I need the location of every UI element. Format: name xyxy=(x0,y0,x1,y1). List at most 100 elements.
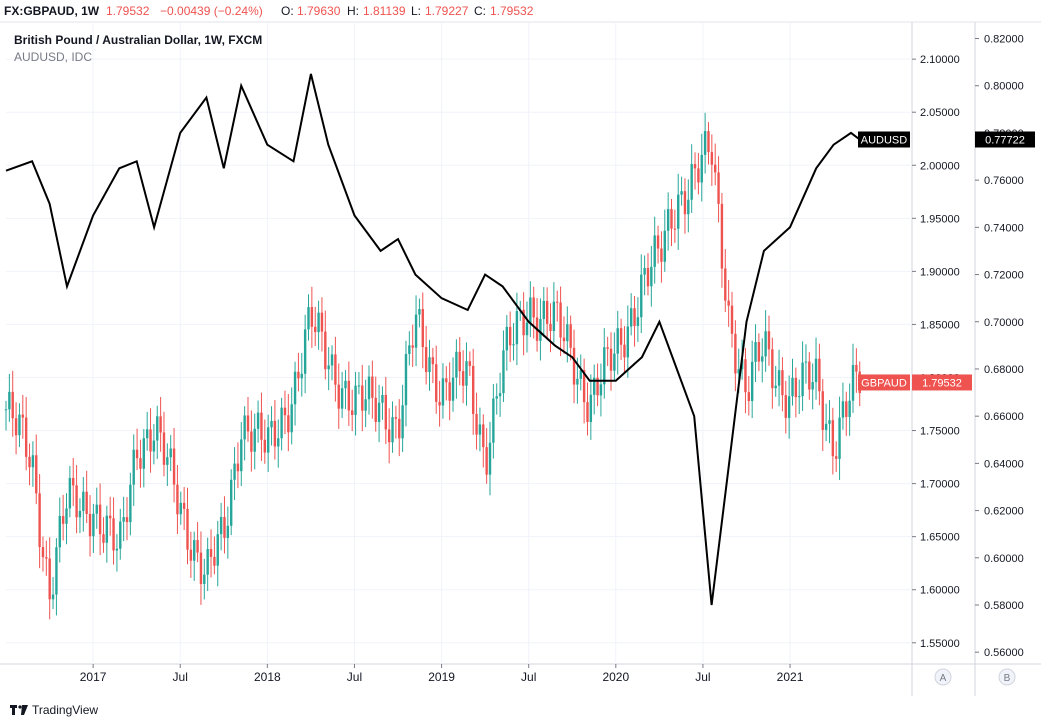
candle-body xyxy=(633,308,636,326)
candle-body xyxy=(387,429,391,443)
candle-body xyxy=(851,364,855,401)
brand-name: TradingView xyxy=(32,703,99,717)
candle-body xyxy=(196,540,199,553)
candle-body xyxy=(683,191,687,215)
candle-body xyxy=(727,300,730,306)
candle-body xyxy=(703,131,707,155)
price-change: −0.00439 (−0.24%) xyxy=(160,4,263,18)
symbol-label[interactable]: FX:GBPAUD, 1W xyxy=(4,4,100,18)
symbol-header: FX:GBPAUD, 1W 1.79532 −0.00439 (−0.24%) … xyxy=(0,0,1041,22)
candle-body xyxy=(156,416,159,441)
candle-body xyxy=(650,266,653,287)
candle-body xyxy=(401,405,404,439)
open-label: O: xyxy=(281,4,294,18)
candle-body xyxy=(804,361,808,363)
candle-body xyxy=(297,371,300,379)
candle-body xyxy=(226,525,230,538)
candle-body xyxy=(848,400,851,417)
candle-body xyxy=(152,440,156,452)
y2-tick-label: 0.60000 xyxy=(984,553,1024,565)
candle-body xyxy=(441,378,445,406)
y-tick-label: 2.10000 xyxy=(920,54,960,66)
candle-body xyxy=(414,314,418,348)
close-label: C: xyxy=(474,4,486,18)
candle-body xyxy=(599,384,603,396)
candle-body xyxy=(361,385,364,411)
candle-body xyxy=(556,301,559,303)
candle-body xyxy=(149,429,152,452)
candle-body xyxy=(798,396,801,398)
candle-body xyxy=(784,395,787,418)
candle-body xyxy=(350,410,354,415)
candle-body xyxy=(495,396,498,399)
candle-body xyxy=(169,448,172,458)
candle-body xyxy=(233,463,236,480)
candle-body xyxy=(596,377,599,396)
candle-body xyxy=(28,456,31,468)
candle-body xyxy=(334,354,337,385)
close-value: 1.79532 xyxy=(490,4,534,18)
candle-body xyxy=(438,401,441,406)
candle-body xyxy=(660,248,663,262)
y2-tick-label: 0.66000 xyxy=(984,411,1024,423)
candle-body xyxy=(461,371,465,386)
candle-body xyxy=(724,268,727,301)
candle-body xyxy=(576,378,579,385)
candle-body xyxy=(324,331,327,370)
candle-body xyxy=(855,364,858,372)
candle-body xyxy=(320,312,324,332)
candle-body xyxy=(18,414,21,436)
candle-body xyxy=(559,302,562,338)
y-tick-label: 2.00000 xyxy=(920,160,960,172)
candle-body xyxy=(209,549,213,557)
candle-body xyxy=(159,416,162,433)
candle-body xyxy=(613,353,616,371)
candle-body xyxy=(243,415,246,440)
candle-body xyxy=(552,301,556,331)
tradingview-logo[interactable]: TradingView xyxy=(10,703,98,717)
candle-body xyxy=(303,329,307,374)
candle-body xyxy=(687,199,690,215)
y-tick-label: 1.75000 xyxy=(920,426,960,438)
candle-body xyxy=(515,311,519,345)
candle-body xyxy=(700,154,703,183)
candle-body xyxy=(314,326,317,333)
candle-body xyxy=(88,513,92,537)
candle-body xyxy=(24,417,28,457)
candle-body xyxy=(828,420,831,424)
candle-body xyxy=(162,432,166,465)
chart-canvas[interactable]: 2.10000 2.05000 2.00000 1.95000 1.90000 1.850… xyxy=(0,0,1041,696)
candle-body xyxy=(818,358,821,392)
candle-body xyxy=(357,385,361,387)
axis-mode-button[interactable] xyxy=(998,668,1016,686)
candle-body xyxy=(135,449,139,459)
candle-body xyxy=(445,378,448,383)
candle-body xyxy=(522,309,525,336)
candle-body xyxy=(737,369,740,374)
y2-tick-label: 0.82000 xyxy=(984,34,1024,46)
x-tick-label: 2018 xyxy=(254,670,281,684)
candle-body xyxy=(525,322,529,336)
chart-legend-overlay[interactable]: AUDUSD, IDC xyxy=(14,50,93,64)
candle-body xyxy=(690,164,693,200)
candle-body xyxy=(206,549,209,575)
gbpaud-price-tag: 1.79532 xyxy=(922,377,962,389)
candle-body xyxy=(95,504,98,514)
candle-body xyxy=(697,168,700,183)
candle-body xyxy=(811,382,814,390)
candle-body xyxy=(744,359,747,393)
candle-body xyxy=(693,164,697,169)
candle-body xyxy=(626,326,630,358)
chart-legend-main[interactable]: British Pound / Australian Dollar, 1W, F… xyxy=(14,33,263,47)
candle-body xyxy=(545,300,549,324)
candle-body xyxy=(21,414,25,418)
y2-tick-label: 0.56000 xyxy=(984,647,1024,659)
axis-mode-button[interactable] xyxy=(934,668,952,686)
candle-body xyxy=(189,549,193,561)
candle-body xyxy=(431,357,435,365)
candle-body xyxy=(448,382,451,401)
candle-body xyxy=(771,349,774,389)
candle-body xyxy=(824,423,828,430)
candle-body xyxy=(4,409,8,411)
candle-body xyxy=(781,370,784,396)
